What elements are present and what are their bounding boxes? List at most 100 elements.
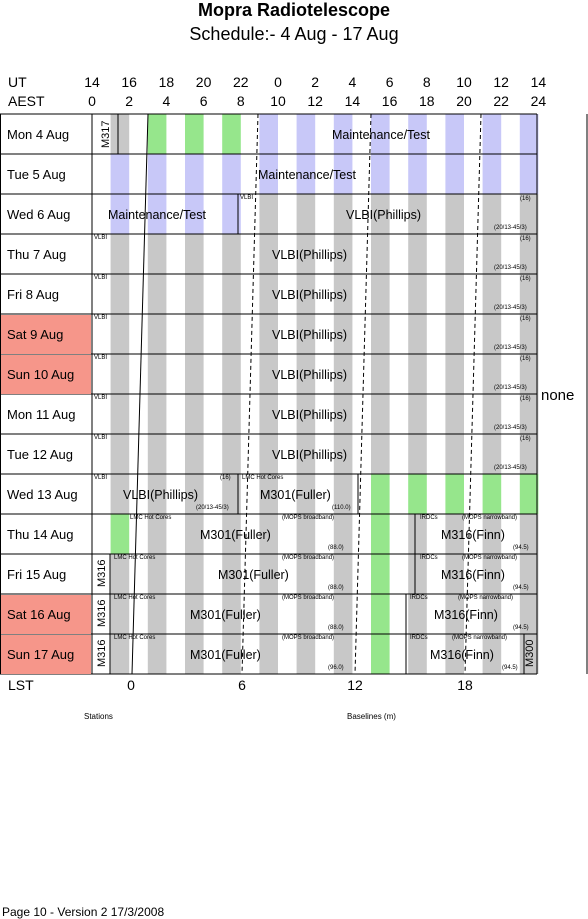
time-stripe xyxy=(482,594,502,634)
time-stripe xyxy=(296,394,316,434)
time-stripe xyxy=(482,194,502,234)
ut-tick: 14 xyxy=(84,74,100,90)
time-stripe xyxy=(222,114,241,154)
time-stripe xyxy=(371,234,390,274)
vlbi-label-9: VLBI(Phillips) xyxy=(123,488,199,502)
m301-label-10: M301(Fuller) xyxy=(200,528,271,542)
time-stripe xyxy=(222,234,241,274)
time-stripe xyxy=(519,594,539,634)
n945-11: (94.5) xyxy=(513,585,529,591)
m301-label-9: M301(Fuller) xyxy=(260,488,331,502)
time-stripe xyxy=(185,474,204,514)
time-stripe xyxy=(259,594,278,634)
mopsbb-12: (MOPS broadband) xyxy=(282,595,335,601)
time-stripe xyxy=(333,594,353,634)
time-stripe xyxy=(222,474,241,514)
ut-label: UT xyxy=(8,74,27,90)
time-stripe xyxy=(445,394,464,434)
lmc-10: LMC Hot Cores xyxy=(130,515,172,521)
time-stripe xyxy=(519,514,539,554)
lmc-12: LMC Hot Cores xyxy=(114,595,156,601)
m316-label-11: M316(Finn) xyxy=(441,568,505,582)
time-stripe xyxy=(333,474,353,514)
lmc-13: LMC Hot Cores xyxy=(114,635,156,641)
time-stripe xyxy=(110,634,130,674)
time-stripe xyxy=(482,634,502,674)
time-stripe xyxy=(445,594,464,634)
time-stripe xyxy=(147,154,167,194)
time-stripe xyxy=(222,514,241,554)
time-stripe xyxy=(185,314,204,354)
time-stripe xyxy=(147,554,167,594)
day-label: Mon 4 Aug xyxy=(7,127,70,142)
n96-13: (96.0) xyxy=(328,665,344,671)
time-stripe xyxy=(147,234,167,274)
mopsnb-11: (MOPS narrowband) xyxy=(462,555,518,561)
time-stripe xyxy=(110,274,130,314)
time-stripe xyxy=(408,474,427,514)
time-stripe xyxy=(333,434,353,474)
n16-9: (16) xyxy=(220,475,231,481)
day-label: Sun 17 Aug xyxy=(1,635,91,674)
time-stripe xyxy=(222,434,241,474)
n945-10: (94.5) xyxy=(513,545,529,551)
time-stripe xyxy=(445,554,464,594)
time-stripe xyxy=(147,474,167,514)
time-stripe xyxy=(147,274,167,314)
time-stripe xyxy=(222,634,241,674)
time-stripe xyxy=(482,354,502,394)
time-stripe xyxy=(185,554,204,594)
vlbi-row-text: VLBI xyxy=(94,235,108,241)
m301-label-13: M301(Fuller) xyxy=(190,648,261,662)
time-stripe xyxy=(147,634,167,674)
time-stripe xyxy=(147,434,167,474)
time-stripe xyxy=(185,274,204,314)
time-stripe xyxy=(185,634,204,674)
time-stripe xyxy=(408,274,427,314)
time-stripe xyxy=(259,314,278,354)
aest-tick: 0 xyxy=(88,93,96,109)
day-label: Wed 13 Aug xyxy=(7,487,78,502)
time-stripe xyxy=(445,234,464,274)
page-title: Mopra Radiotelescope xyxy=(197,0,391,20)
time-stripe xyxy=(408,514,427,554)
time-stripe xyxy=(333,194,353,234)
mopsbb-11: (MOPS broadband) xyxy=(282,555,335,561)
time-stripe xyxy=(185,234,204,274)
m301-label-12: M301(Fuller) xyxy=(190,608,261,622)
m316v-13: M316 xyxy=(96,639,108,667)
m316-label-12: M316(Finn) xyxy=(434,608,498,622)
time-stripe xyxy=(259,154,278,194)
lst-tick: 6 xyxy=(238,677,246,693)
vlbi-row-text: (20/13-45/3) xyxy=(494,385,527,391)
time-stripe xyxy=(296,474,316,514)
time-stripe xyxy=(482,154,502,194)
aest-tick: 18 xyxy=(419,93,435,109)
maint-label-0: Maintenance/Test xyxy=(332,128,430,142)
time-stripe xyxy=(371,114,390,154)
time-stripe xyxy=(222,354,241,394)
time-stripe xyxy=(296,314,316,354)
time-stripe xyxy=(222,314,241,354)
time-stripe xyxy=(222,154,241,194)
time-stripe xyxy=(222,554,241,594)
m316-label-13: M316(Finn) xyxy=(430,648,494,662)
time-stripe xyxy=(408,354,427,394)
vlbi-tag-9: VLBI xyxy=(94,475,108,481)
aest-tick: 22 xyxy=(493,93,509,109)
time-stripe xyxy=(371,434,390,474)
time-stripe xyxy=(222,194,241,234)
time-stripe xyxy=(519,554,539,594)
n88-10: (88.0) xyxy=(328,545,344,551)
mopsnb-12: (MOPS narrowband) xyxy=(458,595,514,601)
time-stripe xyxy=(185,434,204,474)
n20-2: (20/13-45/3) xyxy=(494,225,527,231)
vlbi-row-text: (16) xyxy=(520,276,531,282)
day-label: Wed 6 Aug xyxy=(7,207,71,222)
irdcs-10: IRDCs xyxy=(420,515,438,521)
time-stripe xyxy=(110,114,130,154)
baselines-label: Baselines (m) xyxy=(347,712,396,721)
lst-tick: 12 xyxy=(347,677,363,693)
time-stripe xyxy=(408,594,427,634)
time-stripe xyxy=(519,194,539,234)
